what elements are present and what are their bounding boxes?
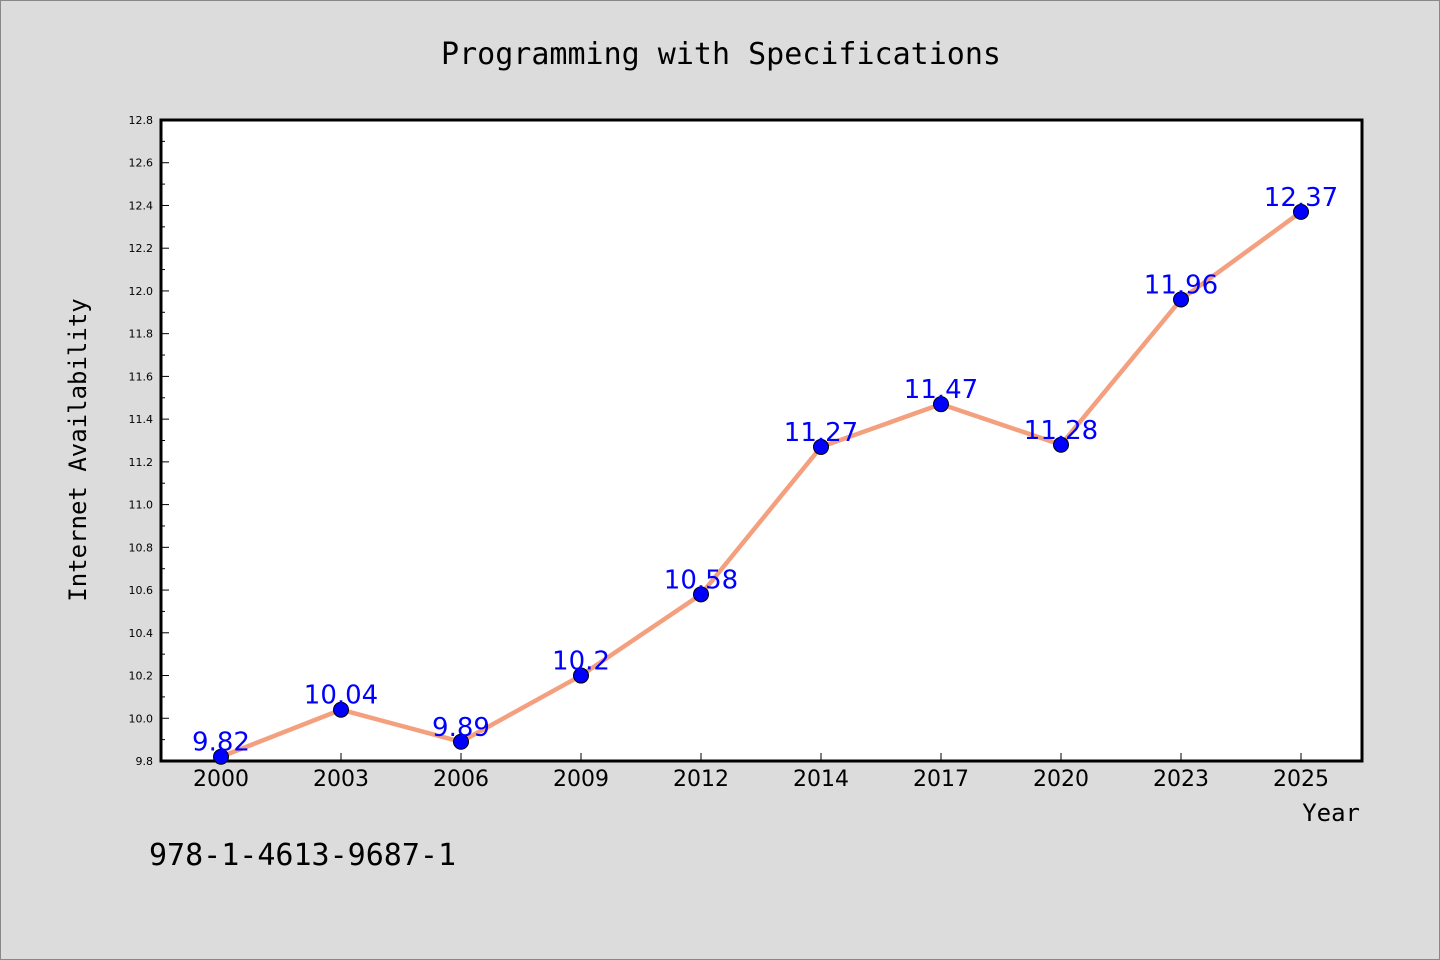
x-tick-label: 2003 — [313, 767, 369, 792]
y-tick-label: 11.4 — [129, 413, 154, 426]
x-axis: 2000 2003 2006 2009 2012 2014 2017 2020 2023 2025 — [193, 753, 1329, 792]
data-label: 11.96 — [1144, 270, 1218, 300]
y-tick-label: 11.2 — [129, 456, 154, 469]
data-point — [1173, 291, 1189, 308]
data-point — [1053, 436, 1069, 453]
y-tick-label: 11.0 — [129, 499, 154, 512]
data-label: 9.82 — [192, 728, 250, 758]
x-tick-label: 2025 — [1273, 767, 1329, 792]
y-tick-label: 9.8 — [136, 755, 154, 768]
data-point — [213, 748, 229, 765]
x-tick-label: 2000 — [193, 767, 249, 792]
data-point — [573, 667, 589, 684]
y-tick-label: 12.2 — [129, 242, 154, 255]
data-point — [813, 438, 829, 455]
y-tick-label: 11.6 — [129, 370, 154, 383]
series-layer — [213, 203, 1309, 765]
footnote-isbn: 978-1-4613-9687-1 — [149, 838, 456, 873]
x-tick-label: 2017 — [913, 767, 969, 792]
y-tick-label: 12.4 — [129, 199, 154, 212]
y-tick-label: 10.4 — [129, 627, 154, 640]
y-tick-label: 12.0 — [129, 285, 154, 298]
y-tick-label: 10.0 — [129, 712, 154, 725]
series-line — [218, 209, 1304, 759]
x-tick-label: 2012 — [673, 767, 729, 792]
data-label: 9.89 — [432, 713, 490, 743]
x-tick-label: 2023 — [1153, 767, 1209, 792]
data-point — [1293, 203, 1309, 220]
y-tick-label: 10.8 — [129, 541, 154, 554]
data-label: 11.47 — [904, 375, 978, 405]
y-axis-label: Internet Availability — [64, 298, 92, 601]
data-label: 11.28 — [1024, 416, 1098, 446]
chart-title: Programming with Specifications — [441, 37, 1001, 72]
x-tick-label: 2020 — [1033, 767, 1089, 792]
y-tick-label: 12.6 — [129, 157, 154, 170]
data-label: 10.58 — [664, 565, 738, 595]
x-tick-label: 2014 — [793, 767, 849, 792]
x-tick-label: 2009 — [553, 767, 609, 792]
data-label: 12.37 — [1264, 183, 1338, 213]
data-label: 10.04 — [304, 681, 378, 711]
data-point — [693, 586, 709, 603]
y-tick-label: 11.8 — [129, 328, 154, 341]
x-tick-label: 2006 — [433, 767, 489, 792]
x-axis-label: Year — [1302, 799, 1360, 827]
y-tick-label: 10.6 — [129, 584, 154, 597]
data-label: 10.2 — [552, 647, 610, 677]
data-labels: 9.82 10.04 9.89 10.2 10.58 11.27 11.47 11.28 11.… — [192, 183, 1338, 758]
data-point — [333, 701, 349, 718]
y-tick-label: 12.8 — [129, 114, 154, 127]
data-point — [453, 733, 469, 750]
plot-area — [159, 118, 1364, 763]
data-point — [933, 396, 949, 413]
y-axis: 9.8 10.0 10.2 10.4 10.6 10.8 11.0 11.2 11.4 11.6 1… — [129, 114, 169, 768]
data-label: 11.27 — [784, 418, 858, 448]
y-tick-label: 10.2 — [129, 670, 154, 683]
